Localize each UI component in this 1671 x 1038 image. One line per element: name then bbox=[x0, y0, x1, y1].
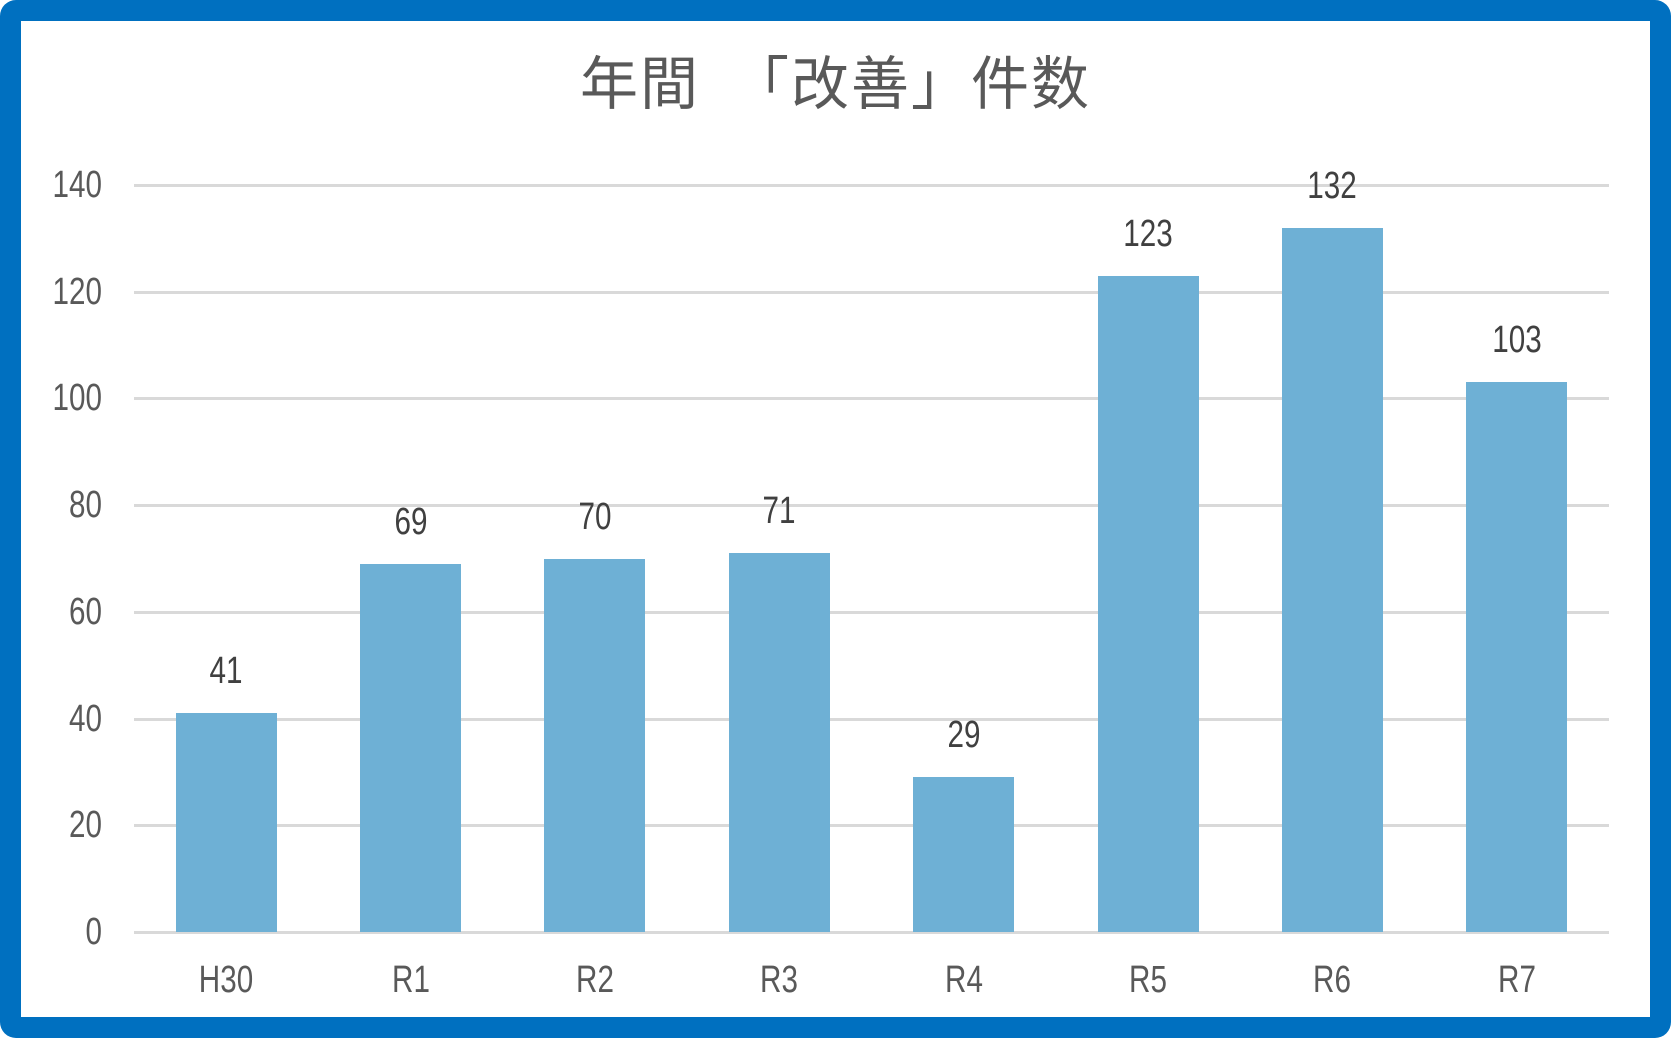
bar-r3 bbox=[728, 553, 830, 932]
gridline bbox=[134, 824, 1609, 828]
data-label: 103 bbox=[1492, 319, 1542, 362]
data-label: 41 bbox=[209, 650, 243, 693]
bar-r5 bbox=[1097, 275, 1199, 932]
gridline bbox=[134, 610, 1609, 614]
y-tick-label: 140 bbox=[52, 164, 102, 206]
gridline bbox=[134, 184, 1609, 187]
y-tick-label: 80 bbox=[69, 484, 102, 527]
y-tick-label: 0 bbox=[85, 911, 102, 953]
x-tick-label: H30 bbox=[198, 959, 254, 1001]
y-tick-label: 100 bbox=[52, 377, 102, 420]
x-tick-label: R2 bbox=[575, 959, 614, 1001]
bar-r1 bbox=[360, 563, 462, 932]
bar-r2 bbox=[544, 558, 646, 932]
data-label: 69 bbox=[394, 500, 428, 543]
x-tick-label: R1 bbox=[391, 959, 430, 1001]
x-tick-label: R3 bbox=[760, 959, 799, 1001]
gridline bbox=[134, 931, 1609, 934]
y-tick-label: 60 bbox=[69, 590, 102, 633]
plot-area bbox=[134, 184, 1609, 934]
data-label: 70 bbox=[578, 495, 612, 538]
bar-r7 bbox=[1466, 382, 1568, 932]
bar-r6 bbox=[1281, 227, 1383, 932]
data-label: 71 bbox=[762, 490, 796, 533]
bar-r4 bbox=[913, 777, 1015, 932]
x-tick-label: R5 bbox=[1129, 959, 1168, 1001]
chart-title: 年間 「改善」件数 bbox=[579, 50, 1091, 118]
y-tick-label: 40 bbox=[69, 697, 102, 740]
data-label: 29 bbox=[947, 714, 981, 757]
gridline bbox=[134, 504, 1609, 508]
data-label: 132 bbox=[1307, 164, 1358, 207]
gridline bbox=[134, 397, 1609, 401]
x-tick-label: R6 bbox=[1313, 959, 1352, 1001]
x-tick-label: R4 bbox=[944, 959, 983, 1001]
bar-h30 bbox=[175, 713, 277, 932]
data-label: 123 bbox=[1123, 212, 1173, 255]
gridline bbox=[134, 717, 1609, 721]
y-tick-label: 120 bbox=[52, 270, 102, 313]
y-tick-label: 20 bbox=[69, 804, 102, 847]
gridline bbox=[134, 290, 1609, 294]
x-tick-label: R7 bbox=[1497, 959, 1536, 1001]
